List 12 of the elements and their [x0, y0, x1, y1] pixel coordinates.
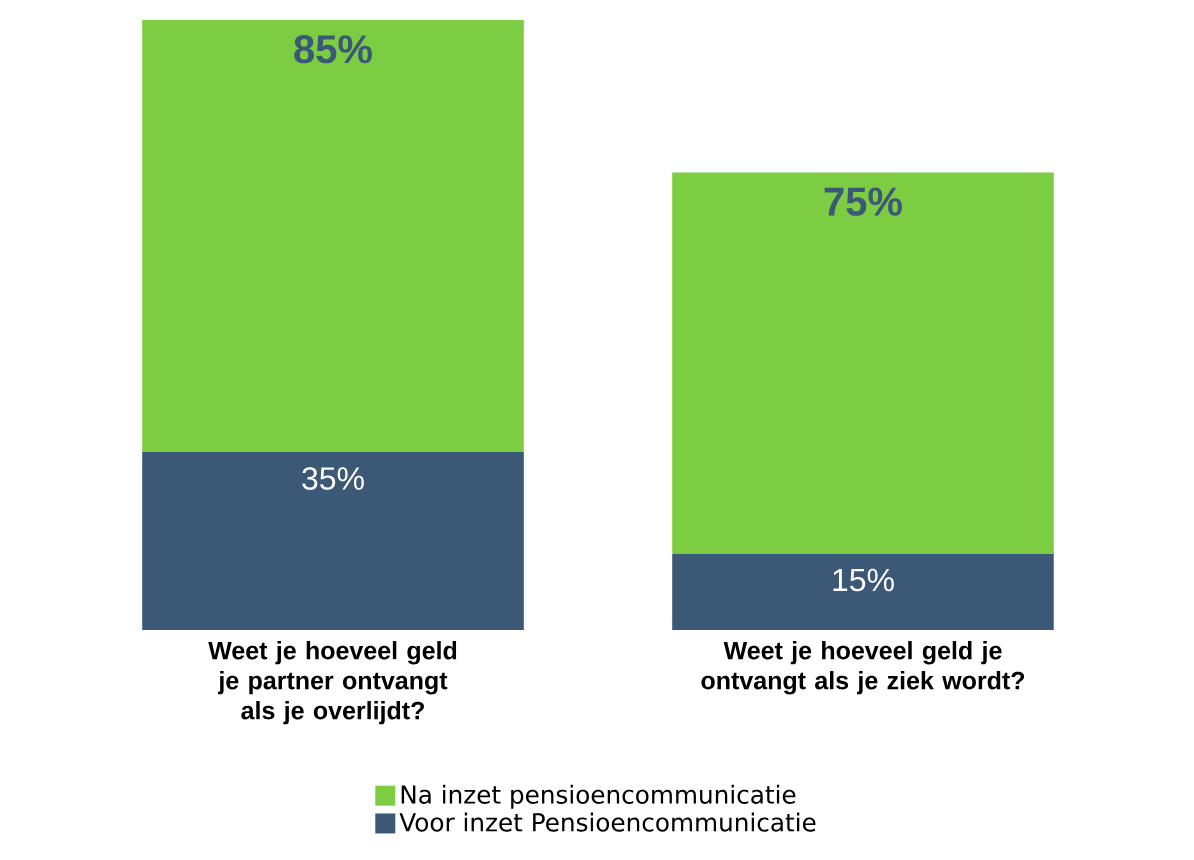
data-label: 85% — [294, 35, 372, 64]
data-label: 75% — [824, 187, 902, 216]
bar — [142, 452, 524, 630]
data-label: 35% — [302, 467, 364, 490]
x-tick-label: Weet je hoeveel geld je partner ontvangt als je overlijdt? — [208, 641, 457, 725]
bar — [672, 172, 1054, 554]
legend-label: Na inzet pensioencommunicatie — [401, 784, 796, 809]
bar — [142, 19, 524, 453]
x-tick-label: Weet je hoeveel geld je ontvangt als je ziek wordt? — [701, 641, 1025, 695]
bar — [672, 553, 1054, 630]
legend-label: Voor inzet Pensioencommunicatie — [399, 812, 816, 832]
data-label: 15% — [833, 568, 894, 592]
